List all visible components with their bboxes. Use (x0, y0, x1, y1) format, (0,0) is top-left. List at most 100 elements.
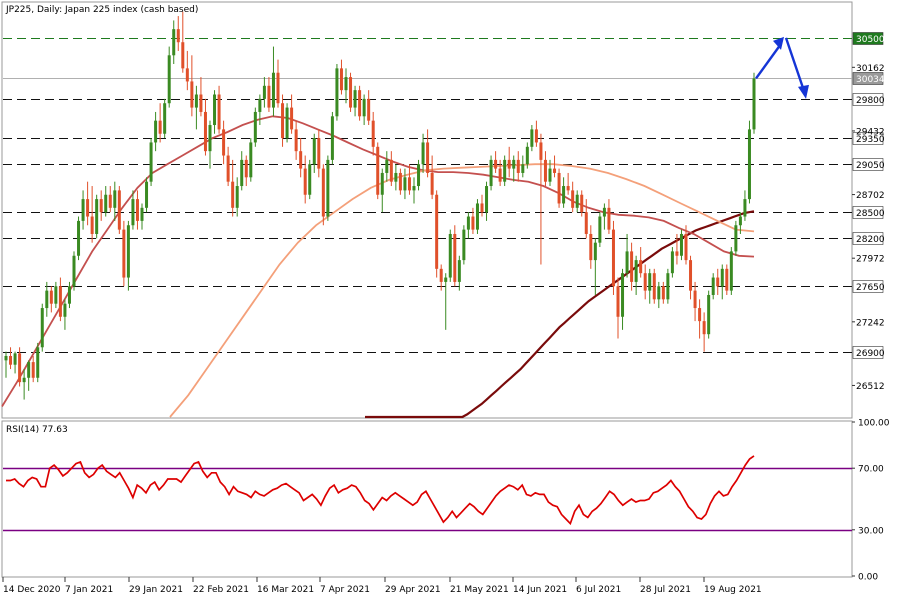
candle (172, 20, 176, 65)
rsi-levels (3, 467, 852, 532)
candle-body (743, 199, 747, 217)
candle (421, 133, 425, 173)
level-price-label: 28200 (856, 235, 885, 245)
candle-body (267, 85, 271, 108)
candle (312, 133, 316, 173)
rsi-panel[interactable]: RSI(14) 77.63 (1, 420, 853, 578)
candle (213, 90, 217, 134)
candle (584, 199, 588, 239)
candle-body (317, 138, 321, 169)
candle (222, 120, 226, 165)
candle-body (258, 98, 262, 112)
candle (81, 190, 85, 230)
candle-body (543, 159, 547, 182)
candle-body (213, 94, 217, 126)
level-price-label: 30500 (856, 35, 885, 45)
candle (267, 77, 271, 112)
candle-body (290, 107, 294, 130)
time-tick-label: 7 Jan 2021 (65, 585, 113, 595)
candle (330, 111, 334, 165)
chart-title: JP225, Daily: Japan 225 index (cash base… (5, 5, 198, 15)
candle-body (208, 125, 212, 152)
candle (525, 142, 529, 169)
candle-body (380, 172, 384, 195)
candle (199, 77, 203, 117)
time-tick-label: 29 Jan 2021 (129, 585, 183, 595)
candle (344, 68, 348, 104)
candle (208, 120, 212, 169)
candle-body (344, 77, 348, 91)
time-tick-label: 16 Mar 2021 (257, 585, 314, 595)
candle-body (679, 233, 683, 256)
candle-body (516, 159, 520, 173)
candle-body (276, 72, 280, 104)
candle (412, 177, 416, 204)
candle (117, 186, 121, 234)
candle (707, 290, 711, 339)
level-price-label: 29800 (856, 96, 885, 106)
candle (693, 281, 697, 322)
price-tick-label: 27972 (856, 255, 885, 265)
price-tick-label: 30162 (856, 64, 885, 74)
candle-body (648, 273, 652, 291)
candle (385, 151, 389, 182)
candle-body (4, 355, 8, 361)
candle-body (503, 159, 507, 182)
candle (108, 186, 112, 213)
candle (294, 120, 298, 160)
candle (557, 168, 561, 208)
candle (285, 103, 289, 143)
candle-body (652, 273, 656, 300)
time-tick-label: 14 Jun 2021 (513, 585, 567, 595)
candle (589, 225, 593, 269)
candle-body (616, 286, 620, 317)
candle-body (362, 98, 366, 117)
candle-body (63, 303, 67, 317)
candle-body (471, 216, 475, 230)
level-price-box (852, 206, 884, 219)
candle-body (253, 111, 257, 143)
candle-body (231, 181, 235, 208)
candle-body (349, 77, 353, 108)
candle (562, 177, 566, 208)
candle (480, 194, 484, 217)
price-panel[interactable]: JP225, Daily: Japan 225 index (cash base… (1, 1, 853, 419)
candle (362, 94, 366, 126)
candle-body (630, 251, 634, 282)
level-price-label: 27650 (856, 283, 885, 293)
candle (258, 94, 262, 126)
candle (407, 164, 411, 195)
rsi-panel-frame (1, 420, 853, 578)
candle (630, 242, 634, 291)
candle-body (18, 353, 22, 383)
candle-body (58, 286, 62, 317)
candle (194, 85, 198, 130)
level-price-label: 30034 (856, 75, 885, 85)
candle (498, 159, 502, 187)
candle (734, 220, 738, 256)
candle (720, 264, 724, 300)
candle (77, 216, 81, 261)
candle-body (271, 72, 275, 108)
candle (140, 203, 144, 230)
time-tick-label: 28 Jul 2021 (640, 585, 691, 595)
candle-body (729, 251, 733, 291)
candle-body (693, 290, 697, 309)
candle (494, 151, 498, 173)
candle-body (403, 177, 407, 191)
candle-body (580, 194, 584, 213)
candle (45, 281, 49, 317)
candle (253, 107, 257, 147)
candle-body (584, 212, 588, 234)
candle-body (45, 290, 49, 309)
candle (145, 177, 149, 213)
candle (716, 268, 720, 295)
candle (13, 351, 17, 374)
candle-body (145, 181, 149, 208)
candle-body (625, 251, 629, 274)
candle-body (99, 199, 103, 213)
candle (4, 351, 8, 378)
candle (308, 159, 312, 200)
candle-body (566, 186, 570, 191)
